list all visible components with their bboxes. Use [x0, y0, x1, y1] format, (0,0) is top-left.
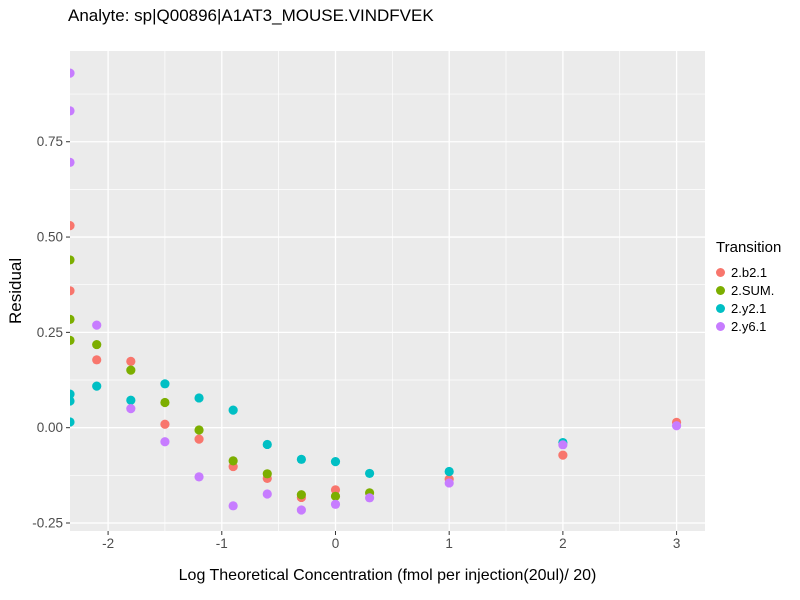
legend-title: Transition [716, 239, 782, 256]
legend-item-label: 2.y2.1 [731, 300, 767, 316]
data-point [444, 466, 454, 477]
data-point [70, 286, 75, 296]
data-point [330, 499, 341, 509]
data-point [364, 468, 375, 479]
data-point [160, 397, 170, 408]
data-point [296, 454, 306, 464]
data-point [160, 437, 170, 447]
legend-item-label: 2.b2.1 [731, 264, 768, 280]
data-point [194, 434, 204, 444]
data-point [194, 472, 204, 482]
data-point [70, 221, 75, 231]
data-point [126, 365, 136, 375]
data-point [70, 157, 75, 167]
legend-item: 2.SUM. [716, 281, 781, 299]
x-tick-label: 2 [559, 536, 567, 551]
panel-background [70, 51, 705, 531]
data-point [160, 379, 170, 389]
legend-item: 2.b2.1 [716, 263, 781, 281]
data-point [92, 339, 102, 350]
legend-key-dot-icon [716, 303, 725, 313]
data-point [194, 393, 204, 403]
data-point [296, 505, 306, 515]
data-point [194, 425, 204, 435]
data-point [558, 440, 568, 450]
data-point [92, 355, 102, 365]
data-point [444, 478, 454, 488]
data-point [262, 489, 272, 499]
data-point [92, 320, 102, 330]
legend-key-dot-icon [716, 321, 725, 331]
data-point [364, 493, 375, 503]
legend-item: 2.y2.1 [716, 299, 781, 317]
y-tick-label: 0.00 [37, 420, 63, 435]
data-point [330, 491, 341, 501]
data-point [262, 469, 272, 479]
data-point [228, 456, 238, 466]
x-tick-label: 1 [445, 536, 453, 551]
data-point [330, 485, 341, 495]
data-point [70, 417, 75, 427]
x-axis-title: Log Theoretical Concentration (fmol per … [178, 567, 597, 584]
data-point [70, 335, 75, 345]
legend-key-dot-icon [716, 267, 725, 277]
legend-item-label: 2.SUM. [731, 282, 775, 298]
data-point [70, 396, 75, 406]
data-point [262, 439, 272, 450]
legend: Transition 2.b2.1 2.SUM. 2.y2.1 2.y6.1 [716, 239, 781, 335]
data-point [671, 421, 682, 431]
chart-title: Analyte: sp|Q00896|A1AT3_MOUSE.VINDFVEK [68, 6, 434, 25]
data-point [228, 405, 238, 415]
data-point [70, 68, 75, 78]
data-point [70, 106, 75, 116]
x-tick-label: -1 [216, 536, 228, 551]
x-tick-label: 0 [332, 536, 340, 551]
y-tick-label: 0.25 [37, 325, 63, 340]
legend-item: 2.y6.1 [716, 317, 781, 335]
data-point [126, 356, 136, 366]
x-tick-label: 3 [673, 536, 681, 551]
data-point [126, 395, 136, 405]
data-point [70, 389, 75, 399]
data-point [92, 381, 102, 391]
data-point [126, 404, 136, 414]
data-point [70, 255, 75, 265]
data-point [160, 419, 170, 429]
legend-item-label: 2.y6.1 [731, 318, 767, 334]
legend-key-dot-icon [716, 285, 725, 295]
y-tick-label: 0.75 [37, 134, 63, 149]
y-tick-label: -0.25 [32, 515, 63, 530]
data-point [228, 501, 238, 511]
x-tick-label: -2 [102, 536, 114, 551]
data-point [330, 457, 341, 467]
data-point [296, 490, 306, 500]
y-tick-label: 0.50 [37, 230, 63, 245]
data-point [70, 314, 75, 325]
points-layer [70, 68, 682, 515]
data-point [558, 450, 568, 460]
